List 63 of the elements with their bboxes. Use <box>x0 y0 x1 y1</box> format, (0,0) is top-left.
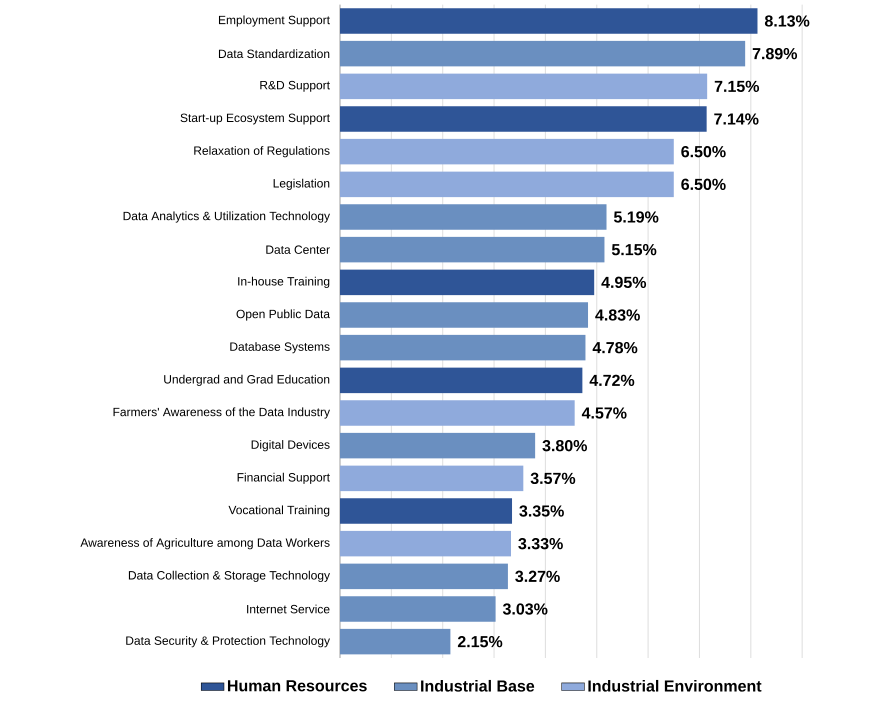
bar <box>340 106 707 132</box>
legend-label: Industrial Base <box>421 680 534 692</box>
data-label: 3.57% <box>530 472 576 484</box>
bar <box>340 400 575 426</box>
data-label: 7.15% <box>714 80 760 92</box>
y-tick-label: Data Center <box>266 245 330 254</box>
bar <box>340 270 594 296</box>
bar <box>340 302 588 328</box>
bar <box>340 564 508 590</box>
y-tick-label: Data Analytics & Utilization Technology <box>124 211 330 223</box>
data-label: 5.19% <box>614 211 658 223</box>
data-label: 5.15% <box>612 244 656 256</box>
bar <box>340 368 582 394</box>
bar <box>340 498 512 524</box>
y-tick-label: Internet Service <box>247 604 330 614</box>
legend-label: Human Resources <box>228 680 367 692</box>
data-label: 3.35% <box>519 505 564 517</box>
bar <box>340 40 746 66</box>
y-tick-label: Vocational Training <box>228 505 330 517</box>
y-tick-label: Data Standardization <box>218 49 330 58</box>
y-tick-label: Open Public Data <box>236 309 330 321</box>
y-tick-label: Data Security & Protection Technology <box>126 636 330 648</box>
legend-label: Industrial Environment <box>588 680 762 692</box>
data-label: 4.78% <box>592 342 638 354</box>
y-tick-label: Farmers' Awareness of the Data Industry <box>114 407 330 419</box>
data-label: 3.33% <box>518 538 563 550</box>
data-label: 3.03% <box>502 603 548 615</box>
y-tick-label: Relaxation of Regulations <box>194 146 330 158</box>
bar <box>340 596 496 622</box>
data-label: 4.57% <box>582 407 627 419</box>
y-tick-label: Financial Support <box>238 472 330 484</box>
y-tick-label: Legislation <box>274 178 330 190</box>
bar <box>340 172 674 198</box>
y-tick-label: Digital Devices <box>252 440 330 452</box>
data-label: 7.89% <box>752 48 798 60</box>
data-label: 3.80% <box>542 440 588 452</box>
bar <box>340 74 708 100</box>
bar <box>340 204 607 230</box>
bar <box>340 466 524 492</box>
bar <box>340 8 758 34</box>
data-label: 3.27% <box>515 570 560 582</box>
y-tick-label: Database Systems <box>230 342 330 354</box>
data-label: 8.13% <box>764 15 810 27</box>
data-label: 4.72% <box>590 374 634 386</box>
data-label: 7.14% <box>714 113 759 125</box>
bar <box>340 628 450 654</box>
bar <box>340 334 586 360</box>
data-label: 6.50% <box>681 146 726 158</box>
bar <box>340 530 512 556</box>
data-label: 2.15% <box>458 636 502 648</box>
y-tick-label: Awareness of Agriculture among Data Workers <box>80 538 330 550</box>
bar <box>340 236 604 262</box>
y-tick-label: Start-up Ecosystem Support <box>180 114 330 124</box>
y-tick-label: R&D Support <box>260 80 330 92</box>
data-label: 4.83% <box>595 309 640 321</box>
bar <box>340 138 674 164</box>
data-label: 6.50% <box>681 178 726 190</box>
y-tick-label: Employment Support <box>218 15 330 27</box>
y-tick-label: Data Collection & Storage Technology <box>128 570 330 582</box>
data-label: 4.95% <box>601 276 646 288</box>
y-tick-label: Undergrad and Grad Education <box>164 374 330 386</box>
bar <box>340 432 536 458</box>
y-tick-label: In-house Training <box>238 276 330 288</box>
